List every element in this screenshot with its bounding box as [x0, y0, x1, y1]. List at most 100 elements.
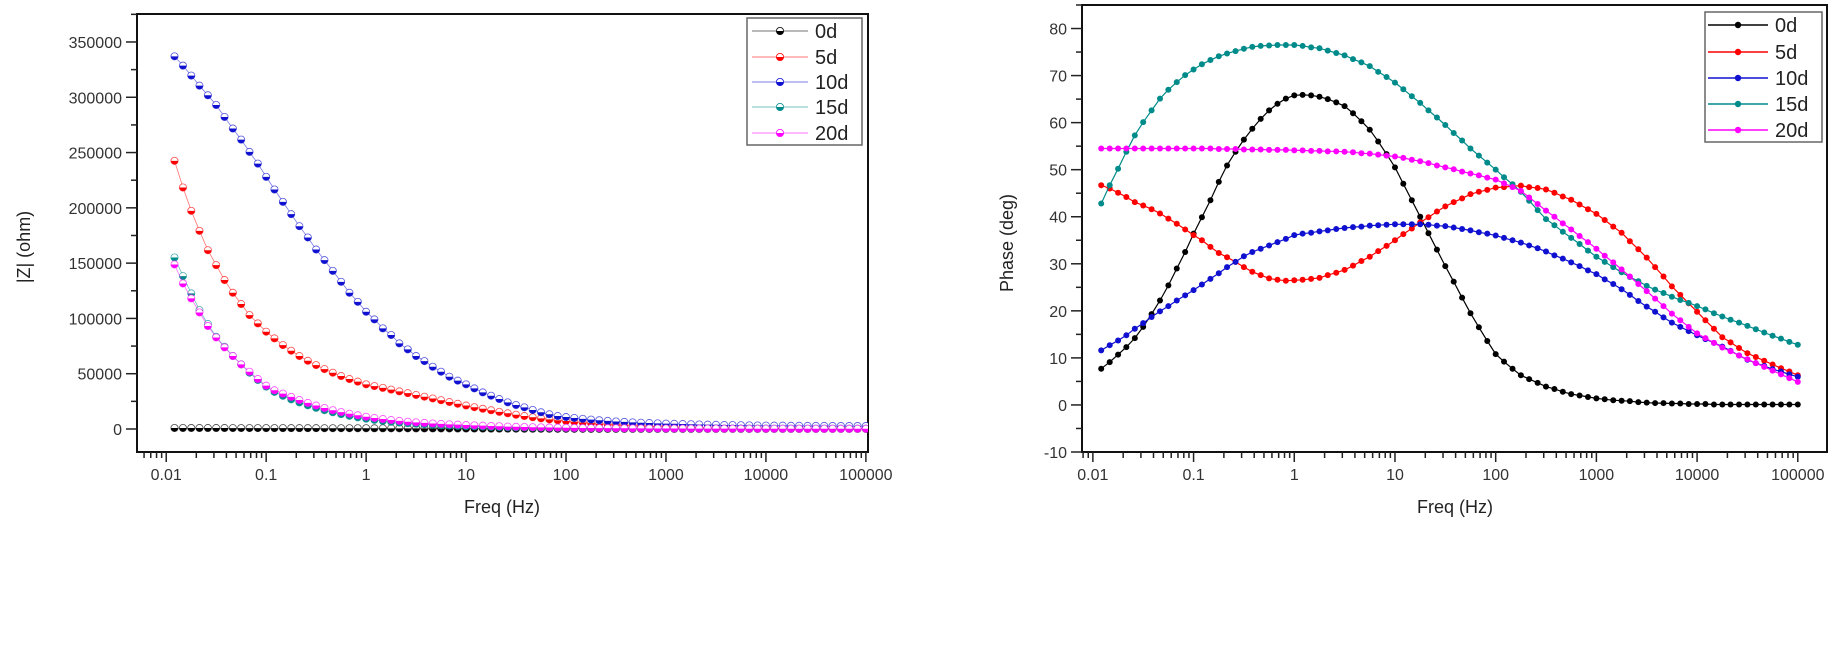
data-point-fill: [237, 304, 245, 308]
data-point: [1685, 328, 1692, 335]
data-point: [1115, 351, 1122, 358]
data-point-fill: [195, 85, 204, 90]
data-point: [1240, 136, 1247, 143]
data-point-fill: [329, 428, 337, 432]
data-point: [1249, 249, 1256, 256]
data-point: [1098, 145, 1105, 152]
series-15d: [1098, 41, 1801, 348]
data-point: [1568, 391, 1575, 398]
data-point: [1744, 401, 1751, 408]
data-point: [1190, 287, 1197, 294]
legend-label: 20d: [1775, 120, 1808, 142]
data-point: [1282, 277, 1289, 284]
data-point-fill: [395, 420, 403, 425]
data-point: [1148, 107, 1155, 114]
data-point: [1517, 372, 1524, 379]
y-axis: -10 0 10 20 30 40 50 60 70 80: [1044, 4, 1082, 462]
data-point: [1433, 162, 1440, 169]
data-point-fill: [562, 417, 570, 421]
data-point-fill: [520, 416, 528, 420]
x-tick-label: 1000: [1579, 467, 1615, 484]
data-point: [1761, 363, 1768, 370]
data-point-fill: [187, 298, 195, 303]
data-point-fill: [220, 280, 229, 284]
data-point: [1274, 100, 1281, 107]
data-point: [1106, 182, 1113, 189]
data-point: [1744, 356, 1751, 363]
data-point: [1333, 49, 1340, 56]
data-point: [1341, 148, 1348, 155]
data-point-fill: [537, 418, 545, 422]
data-point: [1450, 129, 1457, 136]
data-point: [1652, 308, 1659, 315]
data-point: [1752, 326, 1759, 333]
data-point: [1358, 59, 1365, 66]
data-point-fill: [179, 283, 187, 288]
data-point-fill: [404, 421, 412, 426]
series-layer: [1098, 41, 1801, 408]
data-point: [1291, 277, 1298, 284]
x-tick-label: 0.1: [255, 467, 277, 484]
legend-label: 0d: [815, 21, 837, 43]
data-point-fill: [862, 428, 868, 433]
data-point: [1635, 297, 1642, 304]
data-point-fill: [620, 428, 628, 432]
data-point: [1291, 92, 1298, 99]
data-point: [1769, 332, 1776, 339]
data-point-fill: [212, 105, 220, 109]
data-point-fill: [262, 176, 270, 181]
data-point: [1736, 352, 1743, 359]
data-point: [1694, 330, 1701, 337]
series-20d: [1098, 145, 1801, 385]
data-point: [1366, 126, 1373, 133]
data-point-fill: [379, 419, 387, 423]
data-point: [1391, 79, 1398, 86]
data-point: [1484, 337, 1491, 344]
data-point: [1383, 73, 1390, 80]
data-point: [1098, 200, 1105, 207]
data-point-fill: [429, 423, 437, 428]
data-point-fill: [587, 419, 595, 424]
data-point: [1358, 257, 1365, 264]
data-point: [1643, 303, 1650, 310]
data-point: [1459, 225, 1466, 232]
data-point: [1543, 207, 1550, 214]
data-point: [1391, 153, 1398, 160]
data-point: [1501, 234, 1508, 241]
data-point: [1400, 221, 1407, 228]
data-point: [1131, 145, 1138, 152]
data-point: [1324, 272, 1331, 279]
data-point-fill: [337, 412, 345, 416]
data-point: [1299, 91, 1306, 98]
data-point: [1526, 376, 1533, 383]
data-point: [1442, 263, 1449, 270]
data-point: [1408, 156, 1415, 163]
data-point-fill: [212, 428, 220, 432]
x-tick-label: 10: [1386, 467, 1404, 484]
data-point: [1383, 221, 1390, 228]
data-point: [1668, 319, 1675, 326]
data-point-fill: [362, 384, 370, 388]
data-point: [1274, 276, 1281, 283]
data-point: [1156, 297, 1163, 304]
data-point-fill: [229, 128, 237, 133]
data-point: [1308, 92, 1315, 99]
legend-item-5d: 5d: [752, 47, 837, 69]
data-point: [1375, 248, 1382, 255]
data-point-fill: [520, 407, 528, 411]
data-point: [1459, 195, 1466, 202]
data-point: [1559, 220, 1566, 227]
data-point-fill: [245, 371, 254, 376]
series-15d: [170, 253, 868, 433]
data-point: [1173, 79, 1180, 86]
data-point-fill: [287, 214, 295, 218]
data-point: [1543, 186, 1550, 193]
data-point-fill: [420, 428, 429, 433]
data-point: [1341, 52, 1348, 59]
data-point-fill: [545, 419, 553, 423]
data-point: [1702, 335, 1709, 342]
data-point: [1375, 138, 1382, 145]
data-point: [1568, 234, 1575, 241]
data-point: [1702, 306, 1709, 313]
data-point: [1257, 245, 1264, 252]
